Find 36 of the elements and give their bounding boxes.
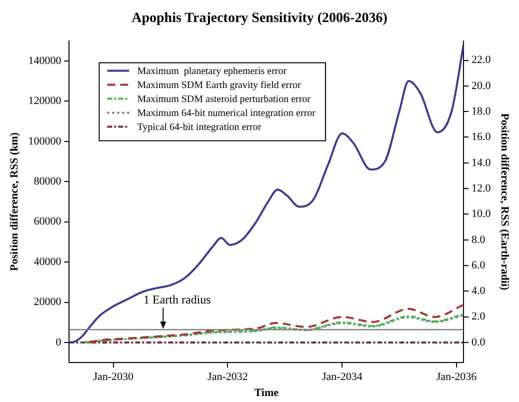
legend-label: Maximum SDM asteroid perturbation error (137, 94, 312, 105)
y2-tick-label: 18.0 (472, 105, 492, 118)
y2-tick-label: 14.0 (472, 156, 492, 169)
y2-tick-label: 4.0 (472, 285, 486, 298)
annotation: 1 Earth radius (144, 292, 212, 307)
y2-tick-label: 12.0 (472, 182, 492, 194)
legend-label: Maximum planetary ephemeris error (137, 66, 288, 77)
x-tick-label: Jan-2036 (436, 371, 478, 384)
x-tick-label: Jan-2034 (322, 371, 363, 384)
y-tick-label: 60000 (34, 216, 62, 228)
y2-tick-label: 8.0 (472, 234, 486, 246)
y-tick-label: 100000 (28, 135, 62, 148)
y-tick-label: 0 (56, 336, 62, 348)
legend-label: Typical 64-bit integration error (137, 122, 262, 133)
x-tick-label: Jan-2030 (93, 371, 134, 384)
y-tick-label: 20000 (34, 296, 62, 308)
y-tick-label: 140000 (28, 54, 62, 67)
legend-label: Maximum SDM Earth gravity field error (137, 80, 302, 91)
y2-tick-label: 2.0 (472, 310, 486, 323)
y2-tick-label: 16.0 (472, 131, 492, 144)
x-tick-label: Jan-2032 (208, 371, 248, 384)
y2-tick-label: 20.0 (472, 80, 492, 92)
y-tick-label: 120000 (28, 95, 62, 108)
y-tick-label: 80000 (34, 175, 62, 188)
legend-label: Maximum 64-bit numerical integration error (137, 108, 316, 119)
x-axis-title: Time (254, 387, 279, 400)
y-axis-title: Position difference, RSS (km) (8, 132, 20, 271)
line-series (69, 44, 464, 344)
y-tick-label: 40000 (34, 256, 62, 268)
y2-tick-label: 0.0 (472, 336, 486, 348)
line-series (88, 304, 464, 344)
y2-tick-label: 10.0 (472, 208, 492, 220)
y2-tick-label: 22.0 (472, 54, 492, 66)
y2-axis-title: Position difference, RSS (Earth-radii) (498, 113, 511, 291)
y2-tick-label: 6.0 (472, 259, 486, 272)
chart-title: Apophis Trajectory Sensitivity (2006-2036) (132, 11, 388, 26)
